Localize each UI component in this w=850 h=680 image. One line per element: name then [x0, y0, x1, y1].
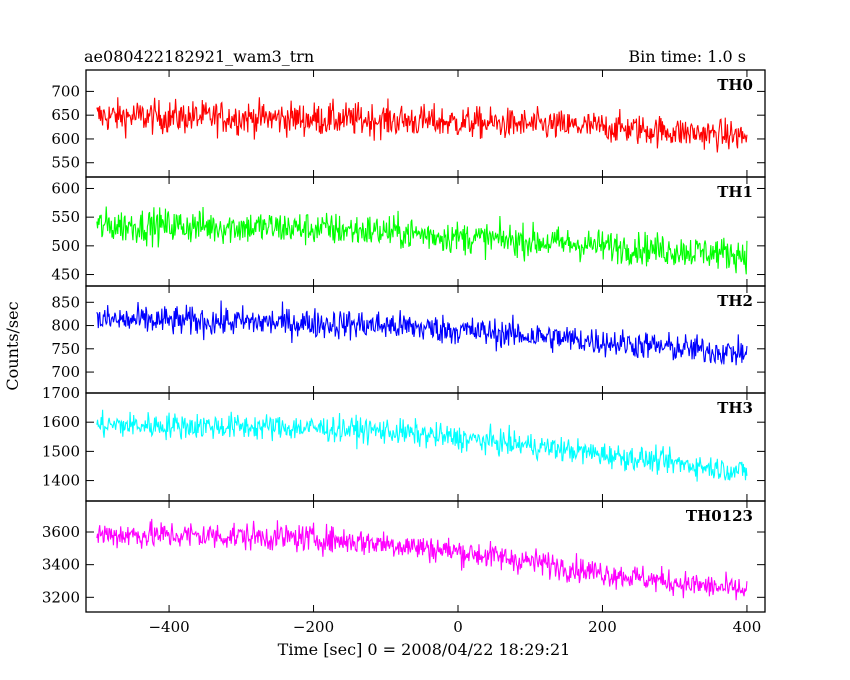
series-line-th0123 [96, 518, 748, 601]
y-tick-label: 3400 [42, 556, 80, 574]
y-tick-label: 650 [51, 106, 80, 124]
panel-label-th3: TH3 [717, 399, 753, 417]
x-axis-label: Time [sec] 0 = 2008/04/22 18:29:21 [278, 640, 571, 659]
x-tick-label: 0 [453, 618, 463, 636]
panel-frame [85, 285, 766, 394]
y-tick-label: 850 [51, 293, 80, 311]
x-tick-label: −200 [293, 618, 334, 636]
panel-label-th0123: TH0123 [686, 507, 753, 525]
y-tick-label: 800 [51, 317, 80, 335]
y-tick-label: 700 [51, 363, 80, 381]
panel-label-th1: TH1 [717, 183, 753, 201]
y-tick-label: 3600 [42, 523, 80, 541]
series-line-th3 [96, 409, 748, 482]
panel-th1: 450 500 550 600 TH1 [51, 176, 766, 287]
y-tick-label: 1400 [42, 472, 80, 490]
y-axis-label: Counts/sec [3, 301, 22, 390]
panel-label-th2: TH2 [717, 292, 753, 310]
y-tick-label: 500 [51, 237, 80, 255]
x-tick-label: 200 [588, 618, 617, 636]
panel-th0123: 3200 3400 3600 TH0123 [42, 500, 766, 613]
panel-th3: 1400 1500 1600 1700 TH3 [42, 384, 766, 502]
y-tick-label: 600 [51, 130, 80, 148]
y-tick-label: 450 [51, 266, 80, 284]
y-tick-label: 1500 [42, 442, 80, 460]
y-tick-label: 550 [51, 208, 80, 226]
y-tick-label: 750 [51, 340, 80, 358]
panel-th2: 700 750 800 850 TH2 [51, 285, 766, 394]
panel-label-th0: TH0 [717, 76, 753, 94]
series-line-th2 [96, 300, 748, 366]
panel-frame [85, 500, 766, 613]
bin-time-label: Bin time: 1.0 s [628, 47, 746, 66]
y-tick-label: 700 [51, 82, 80, 100]
series-line-th0 [96, 97, 748, 153]
y-tick-label: 3200 [42, 588, 80, 606]
panels-group: 550 600 650 700 TH0 450 500 550 600 TH1 700 750 800 8… [42, 69, 766, 636]
x-tick-label: 400 [733, 618, 762, 636]
y-tick-label: 600 [51, 179, 80, 197]
y-tick-label: 1600 [42, 413, 80, 431]
chart-title: ae080422182921_wam3_trn [84, 47, 314, 66]
series-line-th1 [96, 206, 748, 275]
x-tick-label: −400 [148, 618, 189, 636]
panel-th0: 550 600 650 700 TH0 [51, 69, 766, 178]
y-tick-label: 1700 [42, 384, 80, 402]
y-tick-label: 550 [51, 154, 80, 172]
